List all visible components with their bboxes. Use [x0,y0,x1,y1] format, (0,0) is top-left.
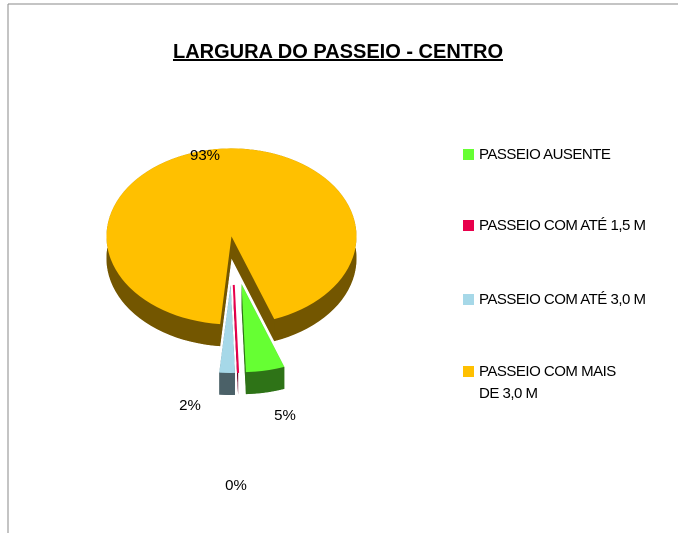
legend-label: PASSEIO COM ATÉ 1,5 M [479,217,646,234]
legend-label: PASSEIO COM MAIS DE 3,0 M [479,363,616,402]
slice-wall [241,284,246,395]
slice-wall [231,236,275,342]
legend-swatch [463,294,474,305]
slice-side [245,366,285,395]
slice-side [219,372,235,395]
data-label: 2% [179,397,201,414]
slice [106,148,357,325]
legend-item: PASSEIO AUSENTE [463,144,673,166]
legend-swatch [463,149,474,160]
slice-wall [220,236,232,347]
legend-swatch [463,220,474,231]
data-label: 93% [190,147,220,164]
slice [219,284,235,373]
legend-item: PASSEIO COM MAIS DE 3,0 M [463,361,673,405]
chart-title: LARGURA DO PASSEIO - CENTRO [173,41,503,63]
legend-label: PASSEIO COM ATÉ 3,0 M [479,291,646,308]
legend-label: PASSEIO AUSENTE [479,146,611,163]
data-label: 0% [225,477,247,494]
slice [241,284,285,373]
data-label: 5% [274,407,296,424]
slice [232,284,240,373]
legend-item: PASSEIO COM ATÉ 1,5 M [463,215,673,237]
legend-swatch [463,366,474,377]
legend-item: PASSEIO COM ATÉ 3,0 M [463,289,673,311]
